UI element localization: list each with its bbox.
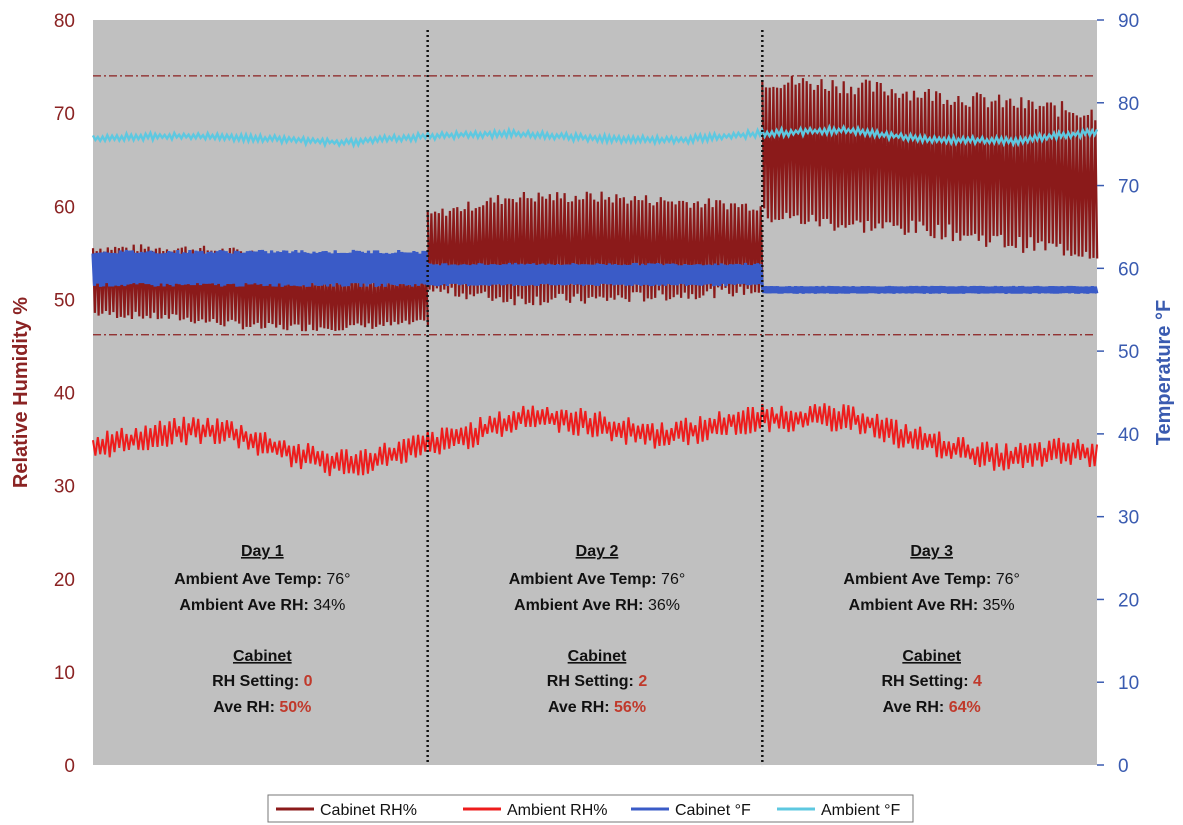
rh-setting-label: RH Setting: <box>212 673 304 690</box>
left-tick-label: 10 <box>54 663 75 684</box>
amb-rh-value: 35% <box>983 597 1015 614</box>
left-axis: 0 10 20 30 40 50 60 70 80 <box>54 11 75 777</box>
day-title: Day 1 <box>241 543 284 560</box>
series-cabinet-f <box>91 249 1099 294</box>
series-ambient-rh- <box>92 403 1098 477</box>
day-title: Day 3 <box>910 543 953 560</box>
left-tick-label: 40 <box>54 384 75 405</box>
legend-label: Cabinet °F <box>675 802 751 819</box>
ave-rh-line: Ave RH: 64% <box>883 699 981 716</box>
rh-setting-line: RH Setting: 2 <box>547 673 648 690</box>
rh-setting-value: 0 <box>304 673 313 690</box>
band-core-day-1 <box>93 254 426 282</box>
rh-setting-line: RH Setting: 4 <box>881 673 982 690</box>
band-day-3 <box>761 75 1099 259</box>
limit-lines <box>93 75 1096 336</box>
amb-temp-line: Ambient Ave Temp: 76° <box>174 571 351 588</box>
left-tick-label: 0 <box>64 756 75 777</box>
amb-rh-line: Ambient Ave RH: 35% <box>849 597 1015 614</box>
right-tick-label: 70 <box>1118 177 1139 198</box>
ave-rh-label: Ave RH: <box>548 699 614 716</box>
rh-setting-label: RH Setting: <box>881 673 973 690</box>
left-tick-label: 30 <box>54 477 75 498</box>
legend: Cabinet RH% Ambient RH% Cabinet °F Ambient … <box>267 794 914 823</box>
day-annotations: Day 1 Ambient Ave Temp: 76° Ambient Ave RH… <box>174 543 1020 716</box>
amb-temp-label: Ambient Ave Temp: <box>174 571 326 588</box>
amb-temp-value: 76° <box>326 571 350 588</box>
band-core-day-3 <box>762 289 1095 293</box>
amb-temp-label: Ambient Ave Temp: <box>843 571 995 588</box>
cabinet-title: Cabinet <box>233 648 292 665</box>
amb-rh-value: 34% <box>313 597 345 614</box>
left-axis-title: Relative Humidity % <box>10 297 32 488</box>
ave-rh-label: Ave RH: <box>213 699 279 716</box>
ave-rh-value: 64% <box>949 699 981 716</box>
right-tick-label: 30 <box>1118 508 1139 529</box>
amb-rh-label: Ambient Ave RH: <box>849 597 983 614</box>
amb-temp-label: Ambient Ave Temp: <box>509 571 661 588</box>
rh-setting-value: 4 <box>973 673 982 690</box>
rh-setting-label: RH Setting: <box>547 673 639 690</box>
left-tick-label: 70 <box>54 104 75 125</box>
right-tick-label: 40 <box>1118 425 1139 446</box>
amb-temp-value: 76° <box>996 571 1020 588</box>
right-tick-label: 10 <box>1118 673 1139 694</box>
ave-rh-line: Ave RH: 56% <box>548 699 646 716</box>
ave-rh-value: 56% <box>614 699 646 716</box>
right-tick-label: 80 <box>1118 94 1139 115</box>
amb-rh-label: Ambient Ave RH: <box>514 597 648 614</box>
right-tick-label: 60 <box>1118 259 1139 280</box>
right-tick-label: 50 <box>1118 342 1139 363</box>
series-ambient-f <box>91 123 1099 149</box>
annotation-day-1: Day 1 Ambient Ave Temp: 76° Ambient Ave RH… <box>174 543 351 716</box>
amb-temp-line: Ambient Ave Temp: 76° <box>843 571 1020 588</box>
legend-label: Ambient RH% <box>507 802 607 819</box>
day-title: Day 2 <box>576 543 619 560</box>
line <box>91 123 1099 149</box>
rh-setting-value: 2 <box>638 673 647 690</box>
annotation-day-2: Day 2 Ambient Ave Temp: 76° Ambient Ave RH… <box>509 543 686 716</box>
amb-rh-line: Ambient Ave RH: 34% <box>179 597 345 614</box>
annotation-day-3: Day 3 Ambient Ave Temp: 76° Ambient Ave RH… <box>843 543 1020 716</box>
left-tick-label: 50 <box>54 290 75 311</box>
ave-rh-line: Ave RH: 50% <box>213 699 311 716</box>
ave-rh-label: Ave RH: <box>883 699 949 716</box>
line <box>92 403 1098 477</box>
legend-label: Ambient °F <box>821 802 901 819</box>
left-tick-label: 80 <box>54 11 75 32</box>
amb-rh-value: 36% <box>648 597 680 614</box>
right-axis: 0 10 20 30 40 50 60 70 80 90 <box>1097 11 1139 777</box>
right-tick-label: 20 <box>1118 590 1139 611</box>
legend-label: Cabinet RH% <box>320 802 417 819</box>
amb-rh-line: Ambient Ave RH: 36% <box>514 597 680 614</box>
cabinet-title: Cabinet <box>568 648 627 665</box>
series-layer <box>91 75 1099 477</box>
band-core-day-2 <box>427 267 761 282</box>
right-tick-label: 90 <box>1118 11 1139 32</box>
rh-setting-line: RH Setting: 0 <box>212 673 313 690</box>
amb-temp-value: 76° <box>661 571 685 588</box>
ave-rh-value: 50% <box>279 699 311 716</box>
right-axis-title: Temperature °F <box>1153 300 1175 445</box>
left-tick-label: 60 <box>54 197 75 218</box>
cabinet-title: Cabinet <box>902 648 961 665</box>
left-tick-label: 20 <box>54 570 75 591</box>
amb-temp-line: Ambient Ave Temp: 76° <box>509 571 686 588</box>
right-tick-label: 0 <box>1118 756 1129 777</box>
amb-rh-label: Ambient Ave RH: <box>179 597 313 614</box>
